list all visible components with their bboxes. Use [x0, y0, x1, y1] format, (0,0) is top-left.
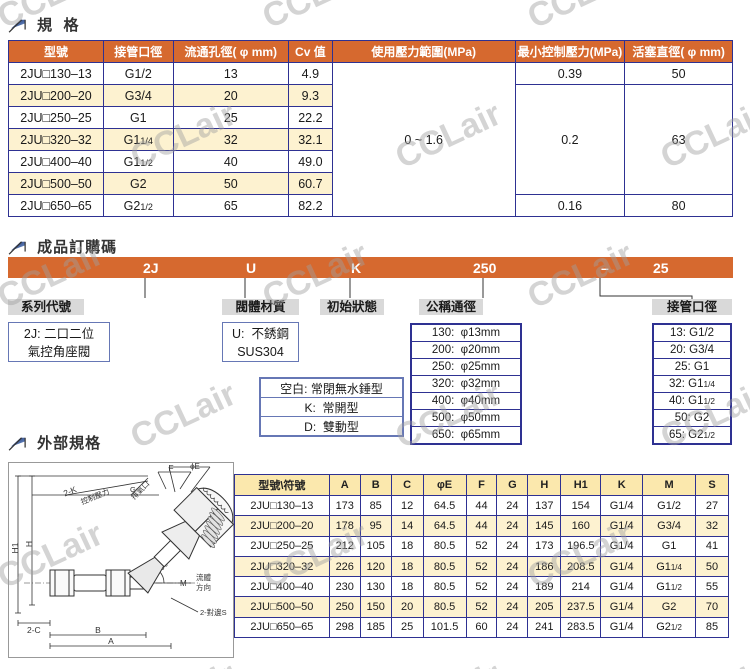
svg-text:控制壓力: 控制壓力: [79, 486, 111, 507]
svg-text:A: A: [108, 636, 114, 646]
svg-text:2-對邊S: 2-對邊S: [200, 607, 227, 617]
svg-text:方向: 方向: [196, 582, 211, 592]
svg-text:B: B: [95, 625, 101, 635]
svg-text:2-C: 2-C: [27, 625, 41, 635]
svg-text:2-K: 2-K: [62, 484, 78, 498]
svg-text:M: M: [180, 579, 187, 588]
svg-text:H1: H1: [10, 542, 20, 553]
svg-text:ϕE: ϕE: [190, 462, 200, 471]
svg-text:H: H: [24, 541, 34, 547]
svg-text:G: G: [130, 485, 136, 494]
svg-text:流體: 流體: [196, 572, 211, 582]
